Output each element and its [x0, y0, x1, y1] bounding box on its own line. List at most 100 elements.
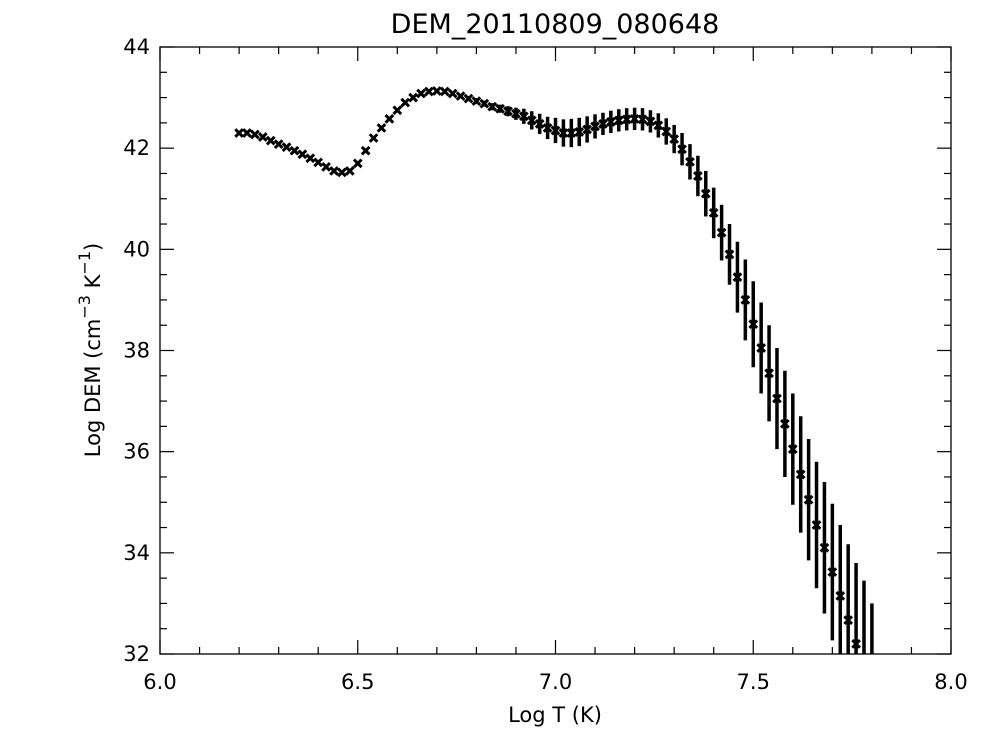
x-axis: 6.0 6.5 7.0 7.5 8.0 — [143, 47, 968, 694]
x-tick-label: 6.5 — [341, 670, 374, 694]
data-point — [685, 156, 695, 167]
data-point — [787, 444, 798, 454]
data-point — [677, 144, 687, 155]
data-point — [558, 128, 569, 138]
data-point — [708, 208, 719, 218]
y-axis-label-exp2: −1 — [75, 251, 94, 275]
y-axis: 32 34 36 38 40 42 44 — [123, 35, 951, 666]
data-point — [250, 129, 260, 140]
data-point — [360, 145, 371, 156]
data-point — [416, 88, 426, 99]
data-point — [803, 494, 814, 505]
data-point — [313, 157, 324, 168]
data-point — [843, 615, 854, 625]
data-point — [376, 123, 387, 133]
data-point — [534, 119, 545, 129]
data-point — [740, 295, 751, 305]
y-tick-label: 40 — [123, 237, 150, 261]
data-point — [234, 128, 244, 138]
data-point — [835, 590, 846, 601]
data-point — [542, 123, 553, 133]
data-point — [582, 124, 593, 135]
data-point — [503, 106, 513, 117]
data-point — [511, 108, 521, 119]
y-tick-label: 44 — [123, 35, 150, 59]
data-point — [613, 115, 624, 126]
x-tick-label: 8.0 — [934, 670, 967, 694]
y-tick-label: 38 — [123, 339, 150, 363]
data-point — [724, 249, 735, 260]
data-point — [273, 139, 284, 149]
error-bars — [237, 89, 874, 654]
data-point — [257, 132, 268, 142]
data-point — [566, 128, 577, 138]
data-point — [764, 368, 774, 379]
x-axis-label: Log T (K) — [508, 703, 602, 727]
data-points — [234, 86, 861, 649]
data-point — [352, 158, 363, 169]
data-point — [653, 120, 664, 131]
data-point — [645, 116, 656, 127]
data-point — [447, 88, 458, 99]
data-point — [629, 113, 640, 124]
data-point — [463, 93, 474, 104]
data-point — [487, 101, 498, 112]
data-point — [479, 98, 490, 109]
data-point — [756, 343, 767, 353]
data-point — [693, 171, 703, 181]
y-tick-label: 42 — [123, 136, 150, 160]
data-point — [748, 319, 759, 330]
data-point — [265, 135, 276, 146]
chart-title: DEM_20110809_080648 — [391, 9, 720, 40]
data-point — [700, 188, 711, 199]
data-point — [337, 167, 347, 178]
data-point — [621, 114, 632, 125]
data-point — [297, 149, 308, 160]
data-point — [550, 125, 561, 136]
y-axis-label: Log DEM (cm−3 K−1) — [75, 243, 105, 457]
y-tick-label: 34 — [123, 541, 150, 565]
data-point — [851, 639, 861, 649]
data-point — [819, 542, 830, 553]
data-point — [384, 113, 395, 124]
data-point — [408, 92, 418, 103]
x-tick-label: 7.5 — [737, 670, 770, 694]
data-point — [606, 117, 616, 127]
data-point — [495, 103, 505, 114]
data-point — [455, 91, 466, 101]
data-point — [471, 96, 482, 106]
y-tick-label: 32 — [123, 642, 150, 666]
y-axis-label-base: Log DEM (cm — [81, 319, 105, 458]
data-point — [400, 97, 411, 108]
data-point — [289, 145, 300, 156]
x-tick-label: 6.0 — [143, 670, 176, 694]
data-point — [368, 133, 379, 143]
data-point — [795, 469, 806, 480]
x-tick-label: 7.0 — [539, 670, 572, 694]
data-point — [811, 520, 822, 530]
data-point — [827, 567, 838, 577]
y-axis-label-exp1: −3 — [75, 295, 94, 319]
data-point — [780, 418, 790, 429]
data-point — [637, 114, 648, 125]
data-point — [772, 393, 782, 404]
y-tick-label: 36 — [123, 440, 150, 464]
data-point — [424, 86, 434, 97]
data-point — [661, 126, 672, 137]
data-point — [518, 111, 529, 122]
data-point — [598, 119, 608, 129]
y-axis-label-end: ) — [81, 243, 105, 251]
data-point — [321, 162, 331, 172]
data-point — [305, 153, 316, 164]
data-point — [242, 128, 252, 138]
data-point — [732, 272, 743, 283]
data-point — [526, 115, 537, 126]
data-point — [431, 86, 442, 96]
data-point — [344, 166, 355, 176]
data-point — [574, 127, 585, 137]
data-point — [669, 134, 680, 144]
data-point — [439, 86, 450, 97]
data-point — [590, 121, 600, 132]
data-point — [281, 142, 292, 153]
